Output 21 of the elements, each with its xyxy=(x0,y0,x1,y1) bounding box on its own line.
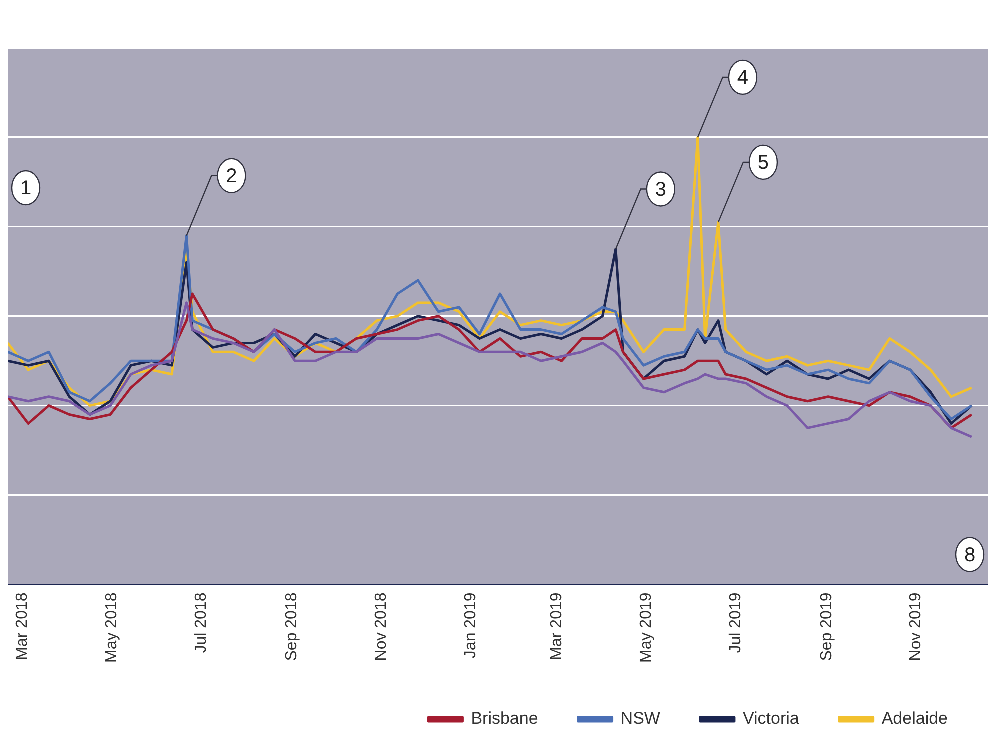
x-tick-label: Jul 2018 xyxy=(192,592,210,654)
x-tick-label: Nov 2018 xyxy=(372,592,390,662)
x-tick-label: Sep 2018 xyxy=(284,592,301,662)
annotation: 5 xyxy=(758,152,770,174)
legend-label: Victoria xyxy=(742,709,800,728)
annotation: 2 xyxy=(226,165,238,188)
annotation: 8 xyxy=(964,544,976,566)
annotation: 1 xyxy=(20,178,32,200)
annotation: 3 xyxy=(655,178,666,201)
x-tick-label: Nov 2019 xyxy=(908,592,925,662)
x-tick-label: Mar 2018 xyxy=(14,592,32,660)
x-tick-label: Jan 2019 xyxy=(462,592,480,659)
x-tick-label: May 2018 xyxy=(103,592,120,663)
annotation: 4 xyxy=(737,66,749,89)
x-tick-label: Jul 2019 xyxy=(727,592,744,654)
legend-label: Brisbane xyxy=(471,709,538,728)
x-tick-label: Sep 2019 xyxy=(818,592,836,662)
legend-label: Adelaide xyxy=(882,709,948,728)
legend-label: NSW xyxy=(620,709,660,728)
x-tick-label: May 2019 xyxy=(638,592,656,663)
x-tick-label: Mar 2019 xyxy=(548,592,566,660)
